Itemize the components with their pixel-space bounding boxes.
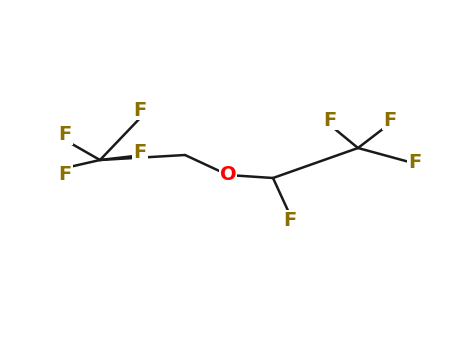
Text: F: F [133,100,147,119]
Text: F: F [133,142,147,161]
Text: F: F [384,111,397,130]
Text: F: F [283,210,297,230]
Text: F: F [409,153,422,172]
Text: F: F [58,126,71,145]
Text: O: O [220,166,236,184]
Text: F: F [58,166,71,184]
Text: F: F [324,111,337,130]
